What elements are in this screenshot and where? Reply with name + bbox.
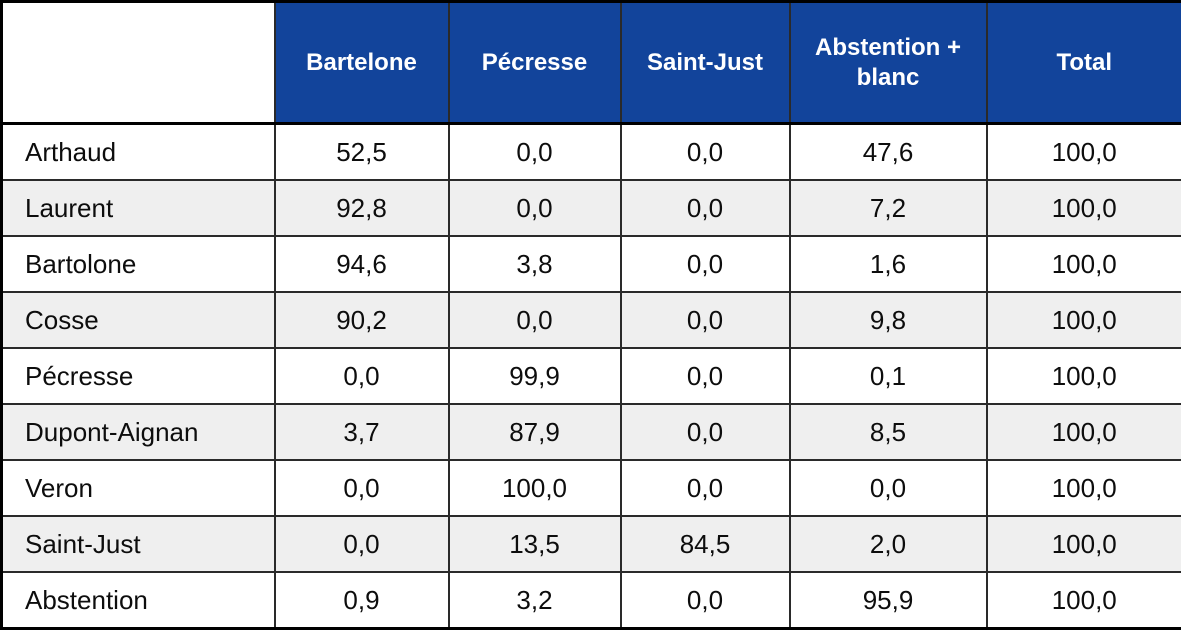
cell-value: 100,0 bbox=[987, 236, 1181, 292]
cell-value: 84,5 bbox=[621, 516, 790, 572]
cell-value: 0,0 bbox=[621, 404, 790, 460]
cell-value: 52,5 bbox=[275, 124, 449, 181]
cell-value: 100,0 bbox=[987, 572, 1181, 629]
header-row: Bartelone Pécresse Saint-Just Abstention… bbox=[2, 2, 1181, 124]
table-row-saint-just: Saint-Just 0,0 13,5 84,5 2,0 100,0 bbox=[2, 516, 1181, 572]
corner-cell bbox=[2, 2, 275, 124]
cell-value: 92,8 bbox=[275, 180, 449, 236]
column-header-saint-just: Saint-Just bbox=[621, 2, 790, 124]
column-header-bartelone: Bartelone bbox=[275, 2, 449, 124]
cell-value: 94,6 bbox=[275, 236, 449, 292]
cell-value: 3,7 bbox=[275, 404, 449, 460]
cell-value: 0,0 bbox=[621, 572, 790, 629]
cell-value: 100,0 bbox=[987, 292, 1181, 348]
table-row-arthaud: Arthaud 52,5 0,0 0,0 47,6 100,0 bbox=[2, 124, 1181, 181]
cell-value: 90,2 bbox=[275, 292, 449, 348]
cell-value: 0,0 bbox=[621, 236, 790, 292]
column-header-abstention-blanc: Abstention + blanc bbox=[790, 2, 987, 124]
cell-value: 0,0 bbox=[275, 348, 449, 404]
cell-value: 0,0 bbox=[275, 516, 449, 572]
row-label: Bartolone bbox=[2, 236, 275, 292]
cell-value: 100,0 bbox=[987, 460, 1181, 516]
cell-value: 100,0 bbox=[987, 180, 1181, 236]
cell-value: 7,2 bbox=[790, 180, 987, 236]
cell-value: 1,6 bbox=[790, 236, 987, 292]
cell-value: 3,2 bbox=[449, 572, 621, 629]
cell-value: 100,0 bbox=[987, 124, 1181, 181]
row-label: Laurent bbox=[2, 180, 275, 236]
cell-value: 100,0 bbox=[987, 516, 1181, 572]
cell-value: 100,0 bbox=[987, 348, 1181, 404]
cell-value: 0,0 bbox=[621, 180, 790, 236]
table-row-laurent: Laurent 92,8 0,0 0,0 7,2 100,0 bbox=[2, 180, 1181, 236]
cell-value: 0,0 bbox=[449, 292, 621, 348]
cell-value: 13,5 bbox=[449, 516, 621, 572]
row-label: Veron bbox=[2, 460, 275, 516]
cell-value: 0,0 bbox=[621, 124, 790, 181]
cell-value: 0,0 bbox=[621, 292, 790, 348]
table-row-bartolone: Bartolone 94,6 3,8 0,0 1,6 100,0 bbox=[2, 236, 1181, 292]
cell-value: 99,9 bbox=[449, 348, 621, 404]
row-label: Dupont-Aignan bbox=[2, 404, 275, 460]
row-label: Cosse bbox=[2, 292, 275, 348]
cell-value: 95,9 bbox=[790, 572, 987, 629]
cell-value: 0,0 bbox=[449, 124, 621, 181]
column-header-pecresse: Pécresse bbox=[449, 2, 621, 124]
table-row-abstention: Abstention 0,9 3,2 0,0 95,9 100,0 bbox=[2, 572, 1181, 629]
cell-value: 100,0 bbox=[449, 460, 621, 516]
row-label: Pécresse bbox=[2, 348, 275, 404]
cell-value: 3,8 bbox=[449, 236, 621, 292]
cell-value: 0,0 bbox=[621, 348, 790, 404]
cell-value: 0,9 bbox=[275, 572, 449, 629]
table-row-cosse: Cosse 90,2 0,0 0,0 9,8 100,0 bbox=[2, 292, 1181, 348]
cell-value: 47,6 bbox=[790, 124, 987, 181]
table-row-dupont-aignan: Dupont-Aignan 3,7 87,9 0,0 8,5 100,0 bbox=[2, 404, 1181, 460]
cell-value: 8,5 bbox=[790, 404, 987, 460]
cell-value: 100,0 bbox=[987, 404, 1181, 460]
cell-value: 0,0 bbox=[790, 460, 987, 516]
cell-value: 0,0 bbox=[275, 460, 449, 516]
cell-value: 0,0 bbox=[449, 180, 621, 236]
cell-value: 87,9 bbox=[449, 404, 621, 460]
table-row-pecresse: Pécresse 0,0 99,9 0,0 0,1 100,0 bbox=[2, 348, 1181, 404]
cell-value: 9,8 bbox=[790, 292, 987, 348]
row-label: Saint-Just bbox=[2, 516, 275, 572]
row-label: Abstention bbox=[2, 572, 275, 629]
cell-value: 2,0 bbox=[790, 516, 987, 572]
table-row-veron: Veron 0,0 100,0 0,0 0,0 100,0 bbox=[2, 460, 1181, 516]
row-label: Arthaud bbox=[2, 124, 275, 181]
column-header-total: Total bbox=[987, 2, 1181, 124]
cell-value: 0,0 bbox=[621, 460, 790, 516]
cell-value: 0,1 bbox=[790, 348, 987, 404]
